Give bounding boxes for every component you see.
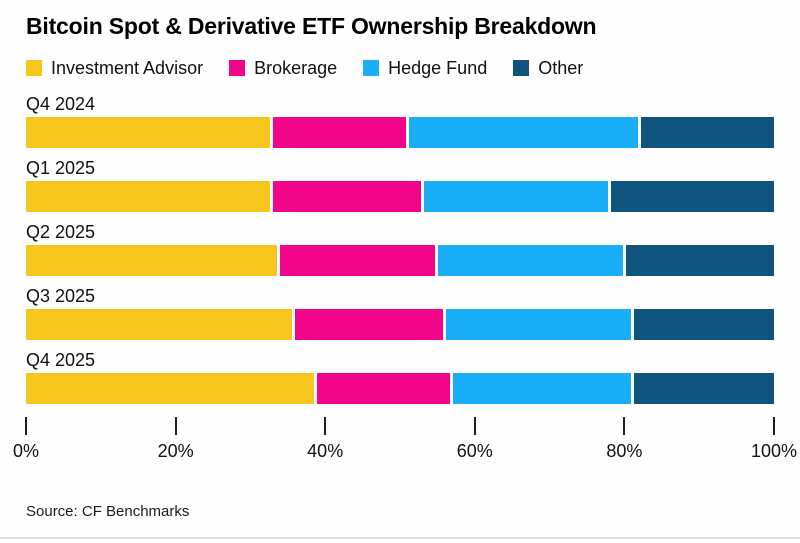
- bar-segment-other: [640, 117, 774, 148]
- bar-segment-investment-advisor: [26, 181, 270, 212]
- x-axis: 0% 20% 40% 60% 80% 100%: [13, 417, 797, 469]
- bar-row-q1-2025: Q1 2025: [26, 158, 774, 212]
- bar-segment-other: [633, 309, 774, 340]
- bar-segment-hedge-fund: [408, 117, 638, 148]
- row-label: Q3 2025: [26, 286, 96, 306]
- axis-tick: [25, 417, 27, 435]
- axis-tick-label: 60%: [456, 441, 493, 461]
- bar-q2-2025: [26, 245, 774, 276]
- axis-tick: [473, 417, 476, 435]
- bar-segment-hedge-fund: [438, 245, 624, 276]
- bottom-divider: [0, 537, 800, 539]
- bar-q4-2024: [26, 117, 774, 148]
- legend-label: Brokerage: [254, 57, 338, 78]
- legend-item-brokerage: Brokerage: [229, 58, 337, 79]
- stacked-bar-chart: Q4 2024 Q1 2025 Q2 2025 Q3 2025 Q4 2025: [26, 94, 774, 404]
- bar-segment-other: [626, 245, 774, 276]
- bar-q1-2025: [26, 181, 774, 212]
- axis-tick: [773, 417, 775, 435]
- bar-segment-brokerage: [272, 181, 421, 212]
- bar-segment-investment-advisor: [26, 373, 315, 404]
- legend-label: Other: [538, 57, 584, 78]
- bar-segment-hedge-fund: [453, 373, 631, 404]
- bar-segment-hedge-fund: [445, 309, 631, 340]
- bar-segment-investment-advisor: [26, 117, 270, 148]
- bar-segment-brokerage: [272, 117, 406, 148]
- bar-segment-investment-advisor: [26, 245, 278, 276]
- row-label: Q1 2025: [26, 158, 96, 178]
- legend: Investment Advisor Brokerage Hedge Fund Oth…: [26, 58, 774, 78]
- row-label: Q2 2025: [26, 222, 96, 242]
- legend-item-hedge-fund: Hedge Fund: [363, 58, 487, 79]
- bar-segment-brokerage: [280, 245, 436, 276]
- bar-row-q4-2025: Q4 2025: [26, 350, 774, 404]
- axis-tick-label: 40%: [307, 441, 344, 461]
- axis-tick: [324, 417, 327, 435]
- legend-swatch-brokerage: [229, 60, 246, 76]
- bar-segment-investment-advisor: [26, 309, 293, 340]
- legend-item-investment-advisor: Investment Advisor: [26, 58, 203, 79]
- axis-tick-label: 100%: [750, 441, 798, 461]
- legend-item-other: Other: [513, 58, 583, 79]
- row-label: Q4 2024: [26, 94, 96, 114]
- axis-tick: [623, 417, 626, 435]
- bar-segment-brokerage: [295, 309, 443, 340]
- bar-segment-brokerage: [317, 373, 451, 404]
- bar-q4-2025: [26, 373, 774, 404]
- chart-title: Bitcoin Spot & Derivative ETF Ownership …: [26, 13, 597, 39]
- bar-segment-hedge-fund: [423, 181, 609, 212]
- axis-tick-label: 80%: [606, 441, 643, 461]
- axis-tick-label: 0%: [12, 441, 40, 461]
- bar-q3-2025: [26, 309, 774, 340]
- legend-label: Hedge Fund: [388, 57, 488, 78]
- legend-swatch-investment-advisor: [26, 60, 42, 76]
- bar-row-q4-2024: Q4 2024: [26, 94, 774, 148]
- bar-segment-other: [611, 181, 774, 212]
- axis-tick-label: 20%: [157, 441, 194, 461]
- legend-swatch-hedge-fund: [363, 60, 380, 76]
- bar-row-q3-2025: Q3 2025: [26, 286, 774, 340]
- bar-row-q2-2025: Q2 2025: [26, 222, 774, 276]
- bar-segment-other: [633, 373, 774, 404]
- source-note: Source: CF Benchmarks: [26, 503, 190, 520]
- legend-label: Investment Advisor: [51, 57, 204, 78]
- legend-swatch-other: [513, 60, 530, 76]
- row-label: Q4 2025: [26, 350, 96, 370]
- axis-tick: [174, 417, 177, 435]
